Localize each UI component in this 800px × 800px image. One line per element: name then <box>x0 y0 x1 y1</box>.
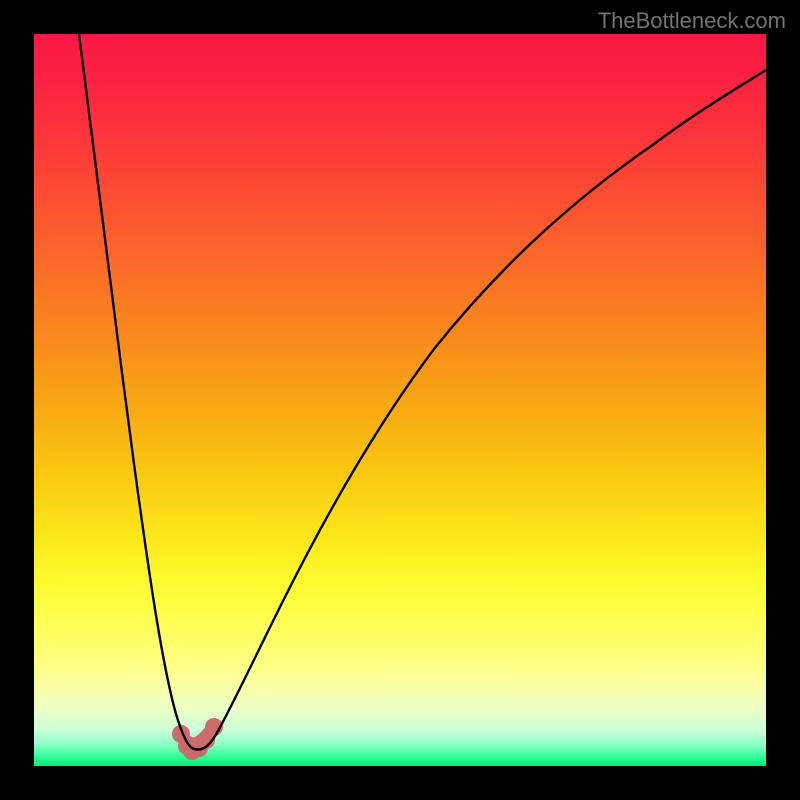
chart-svg <box>34 34 766 766</box>
chart-plot-area <box>34 34 766 766</box>
watermark-text: TheBottleneck.com <box>598 8 786 34</box>
curve-path <box>79 34 766 750</box>
